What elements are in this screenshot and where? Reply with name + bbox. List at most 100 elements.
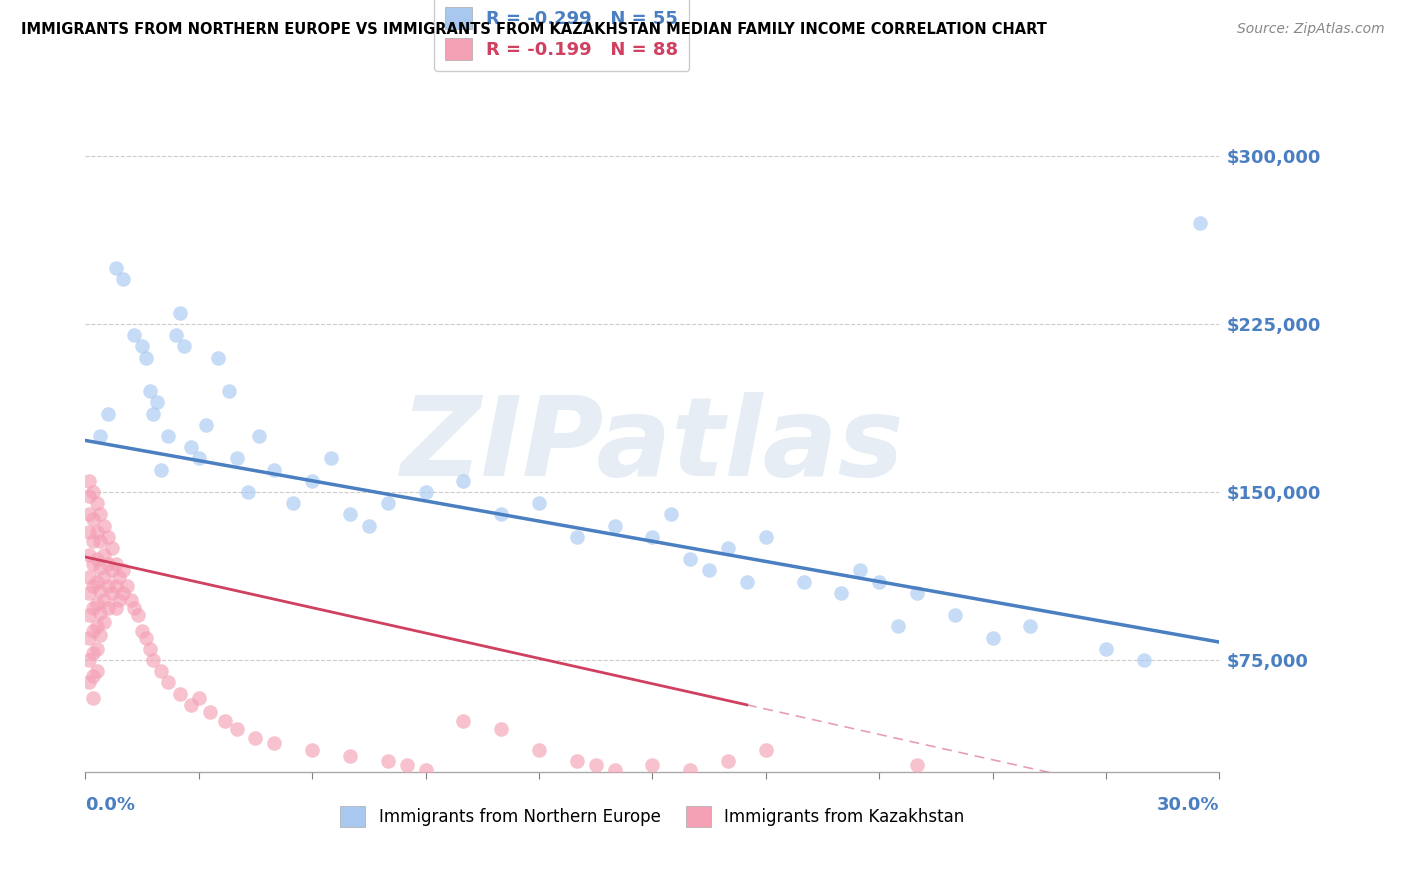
Point bbox=[89, 534, 111, 549]
Point bbox=[86, 597, 108, 611]
Point bbox=[112, 563, 135, 577]
Point bbox=[86, 641, 108, 656]
Point bbox=[887, 619, 910, 633]
Point bbox=[377, 496, 399, 510]
Point bbox=[357, 518, 380, 533]
Point bbox=[86, 496, 108, 510]
Point bbox=[247, 429, 270, 443]
Point bbox=[138, 384, 160, 398]
Point bbox=[93, 548, 115, 562]
Point bbox=[142, 407, 165, 421]
Point bbox=[415, 763, 437, 777]
Point bbox=[207, 351, 229, 365]
Point bbox=[214, 714, 236, 728]
Point bbox=[89, 583, 111, 598]
Point bbox=[100, 563, 122, 577]
Point bbox=[180, 698, 202, 712]
Point bbox=[124, 601, 146, 615]
Point bbox=[82, 579, 104, 593]
Point bbox=[82, 512, 104, 526]
Point bbox=[131, 624, 153, 638]
Text: 30.0%: 30.0% bbox=[1157, 797, 1219, 814]
Point bbox=[225, 451, 247, 466]
Point bbox=[77, 608, 100, 623]
Point bbox=[77, 474, 100, 488]
Point bbox=[195, 417, 218, 432]
Point bbox=[755, 530, 778, 544]
Point bbox=[104, 557, 127, 571]
Point bbox=[108, 592, 131, 607]
Text: IMMIGRANTS FROM NORTHERN EUROPE VS IMMIGRANTS FROM KAZAKHSTAN MEDIAN FAMILY INCO: IMMIGRANTS FROM NORTHERN EUROPE VS IMMIG… bbox=[21, 22, 1047, 37]
Point bbox=[225, 723, 247, 737]
Point bbox=[659, 508, 682, 522]
Point bbox=[77, 631, 100, 645]
Point bbox=[717, 541, 740, 555]
Point bbox=[489, 723, 512, 737]
Point bbox=[131, 339, 153, 353]
Point bbox=[93, 615, 115, 629]
Point bbox=[120, 592, 142, 607]
Point bbox=[157, 429, 180, 443]
Point bbox=[97, 601, 120, 615]
Point bbox=[453, 474, 475, 488]
Point bbox=[124, 328, 146, 343]
Point bbox=[218, 384, 240, 398]
Point bbox=[86, 664, 108, 678]
Point bbox=[641, 530, 664, 544]
Point bbox=[198, 705, 221, 719]
Point bbox=[905, 758, 928, 772]
Point bbox=[1095, 641, 1118, 656]
Point bbox=[849, 563, 872, 577]
Point bbox=[1132, 653, 1154, 667]
Point bbox=[263, 736, 285, 750]
Point bbox=[905, 586, 928, 600]
Point bbox=[100, 586, 122, 600]
Point bbox=[793, 574, 815, 589]
Point bbox=[86, 619, 108, 633]
Point bbox=[585, 758, 607, 772]
Point bbox=[89, 606, 111, 620]
Point bbox=[82, 646, 104, 660]
Point bbox=[395, 758, 418, 772]
Point bbox=[453, 714, 475, 728]
Point bbox=[565, 530, 588, 544]
Point bbox=[943, 608, 966, 623]
Point bbox=[489, 508, 512, 522]
Point bbox=[319, 451, 342, 466]
Point bbox=[149, 462, 172, 476]
Point bbox=[93, 518, 115, 533]
Point bbox=[89, 628, 111, 642]
Y-axis label: Median Family Income: Median Family Income bbox=[0, 332, 8, 517]
Point bbox=[77, 653, 100, 667]
Legend: Immigrants from Northern Europe, Immigrants from Kazakhstan: Immigrants from Northern Europe, Immigra… bbox=[333, 799, 972, 833]
Point bbox=[283, 496, 305, 510]
Point bbox=[104, 579, 127, 593]
Point bbox=[108, 570, 131, 584]
Point bbox=[82, 624, 104, 638]
Point bbox=[112, 586, 135, 600]
Point bbox=[86, 574, 108, 589]
Point bbox=[169, 687, 191, 701]
Point bbox=[97, 407, 120, 421]
Point bbox=[115, 579, 138, 593]
Point bbox=[755, 742, 778, 756]
Text: ZIPatlas: ZIPatlas bbox=[401, 392, 904, 500]
Point bbox=[981, 631, 1004, 645]
Point bbox=[527, 742, 550, 756]
Point bbox=[77, 570, 100, 584]
Point bbox=[82, 485, 104, 500]
Point bbox=[735, 574, 758, 589]
Point bbox=[82, 691, 104, 706]
Point bbox=[104, 601, 127, 615]
Point bbox=[93, 570, 115, 584]
Point bbox=[77, 548, 100, 562]
Point bbox=[165, 328, 187, 343]
Point bbox=[1189, 216, 1212, 230]
Point bbox=[157, 675, 180, 690]
Point bbox=[82, 534, 104, 549]
Point bbox=[679, 552, 702, 566]
Point bbox=[86, 552, 108, 566]
Point bbox=[1019, 619, 1042, 633]
Point bbox=[135, 351, 157, 365]
Point bbox=[86, 525, 108, 540]
